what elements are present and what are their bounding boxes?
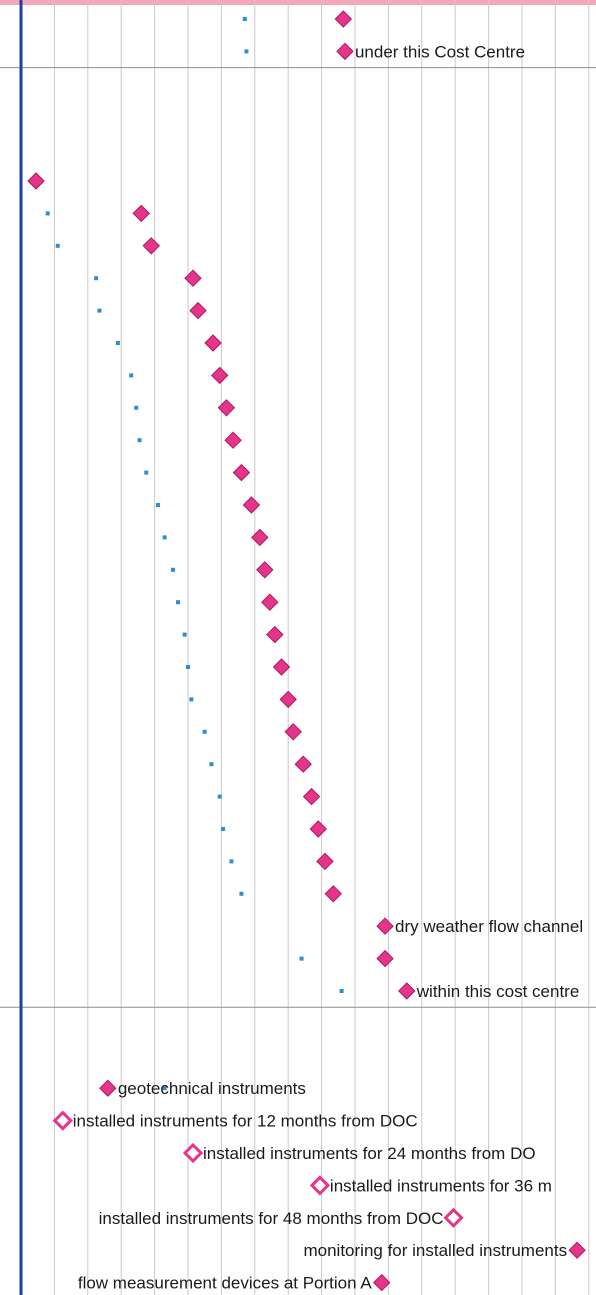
milestone-diamond [309, 1175, 331, 1196]
milestone-diamond [99, 1079, 117, 1097]
milestone-diamond [376, 949, 394, 968]
milestone-diamond [142, 237, 160, 255]
progress-dot [170, 567, 175, 572]
milestone-label: under this Cost Centre [355, 42, 525, 61]
progress-dot [217, 794, 222, 799]
progress-dot [299, 956, 304, 961]
progress-dot [239, 891, 244, 896]
milestone-diamond [334, 10, 353, 28]
milestone-diamond [182, 1142, 204, 1164]
progress-dot [189, 697, 194, 702]
progress-dot [244, 49, 249, 54]
milestone-diamond [261, 593, 279, 611]
milestone-label: flow measurement devices at Portion A [78, 1274, 373, 1293]
milestone-label: within this cost centre [416, 982, 580, 1001]
milestone-diamond [309, 820, 327, 838]
milestone-diamond [52, 1110, 73, 1131]
progress-dot [134, 405, 139, 410]
milestone-label: installed instruments for 24 months from… [203, 1144, 536, 1163]
progress-dot [221, 827, 226, 831]
progress-dot [175, 600, 180, 605]
progress-dot [242, 17, 247, 21]
progress-dot [129, 373, 134, 378]
milestone-label: installed instruments for 36 m [330, 1176, 552, 1195]
milestone-diamond [373, 1273, 391, 1292]
milestone-diamond [324, 885, 342, 903]
progress-dot [55, 243, 60, 248]
milestone-diamond [217, 399, 236, 417]
vertical-gridlines [20, 0, 590, 1295]
milestone-label: geotechnical instruments [118, 1079, 306, 1098]
milestone-diamond [302, 787, 321, 806]
milestone-label: dry weather flow channel [395, 917, 583, 936]
progress-dot [94, 276, 99, 281]
milestone-diamond [336, 42, 354, 61]
milestone-diamond [27, 172, 45, 190]
milestone-label: monitoring for installed instruments [303, 1241, 567, 1260]
progress-dot [202, 729, 207, 734]
milestone-diamond [279, 690, 297, 709]
milestone-diamond [568, 1241, 586, 1259]
progress-dot [182, 632, 187, 637]
milestone-diamond [224, 431, 242, 449]
milestone-diamond [443, 1207, 464, 1228]
progress-dot [186, 665, 190, 669]
milestone-diamond [211, 366, 229, 385]
progress-dot [144, 470, 149, 475]
milestone-diamond [184, 269, 202, 287]
milestone-diamond [242, 496, 261, 514]
progress-dot [115, 341, 120, 345]
milestone-label: installed instruments for 12 months from… [73, 1112, 418, 1131]
progress-dots [45, 17, 344, 1091]
milestone-diamond [376, 917, 394, 935]
milestone-diamond [294, 755, 312, 773]
progress-dot [137, 438, 142, 443]
progress-dot [155, 503, 160, 507]
progress-dot [97, 308, 102, 313]
progress-dot [209, 762, 214, 767]
progress-dot [162, 535, 167, 540]
milestone-label: installed instruments for 48 months from… [99, 1209, 444, 1228]
milestone-diamond [266, 625, 284, 644]
section-dividers [0, 67, 596, 1008]
progress-dot [339, 989, 344, 993]
milestone-diamond [398, 982, 416, 1000]
milestone-diamond [132, 204, 150, 223]
progress-dot [45, 211, 50, 216]
milestone-diamond [316, 852, 334, 871]
top-band [0, 0, 596, 5]
milestone-diamond [232, 463, 251, 482]
milestone-diamond [272, 658, 291, 676]
milestone-diamond [284, 723, 302, 741]
progress-dot [162, 1086, 167, 1091]
milestone-diamond [204, 334, 222, 352]
milestones: under this Cost Centre dry weather flow c… [27, 10, 586, 1293]
milestone-diamond [256, 561, 274, 579]
milestone-diamond [251, 528, 269, 547]
milestone-diamond [189, 301, 207, 320]
progress-dot [229, 859, 234, 864]
